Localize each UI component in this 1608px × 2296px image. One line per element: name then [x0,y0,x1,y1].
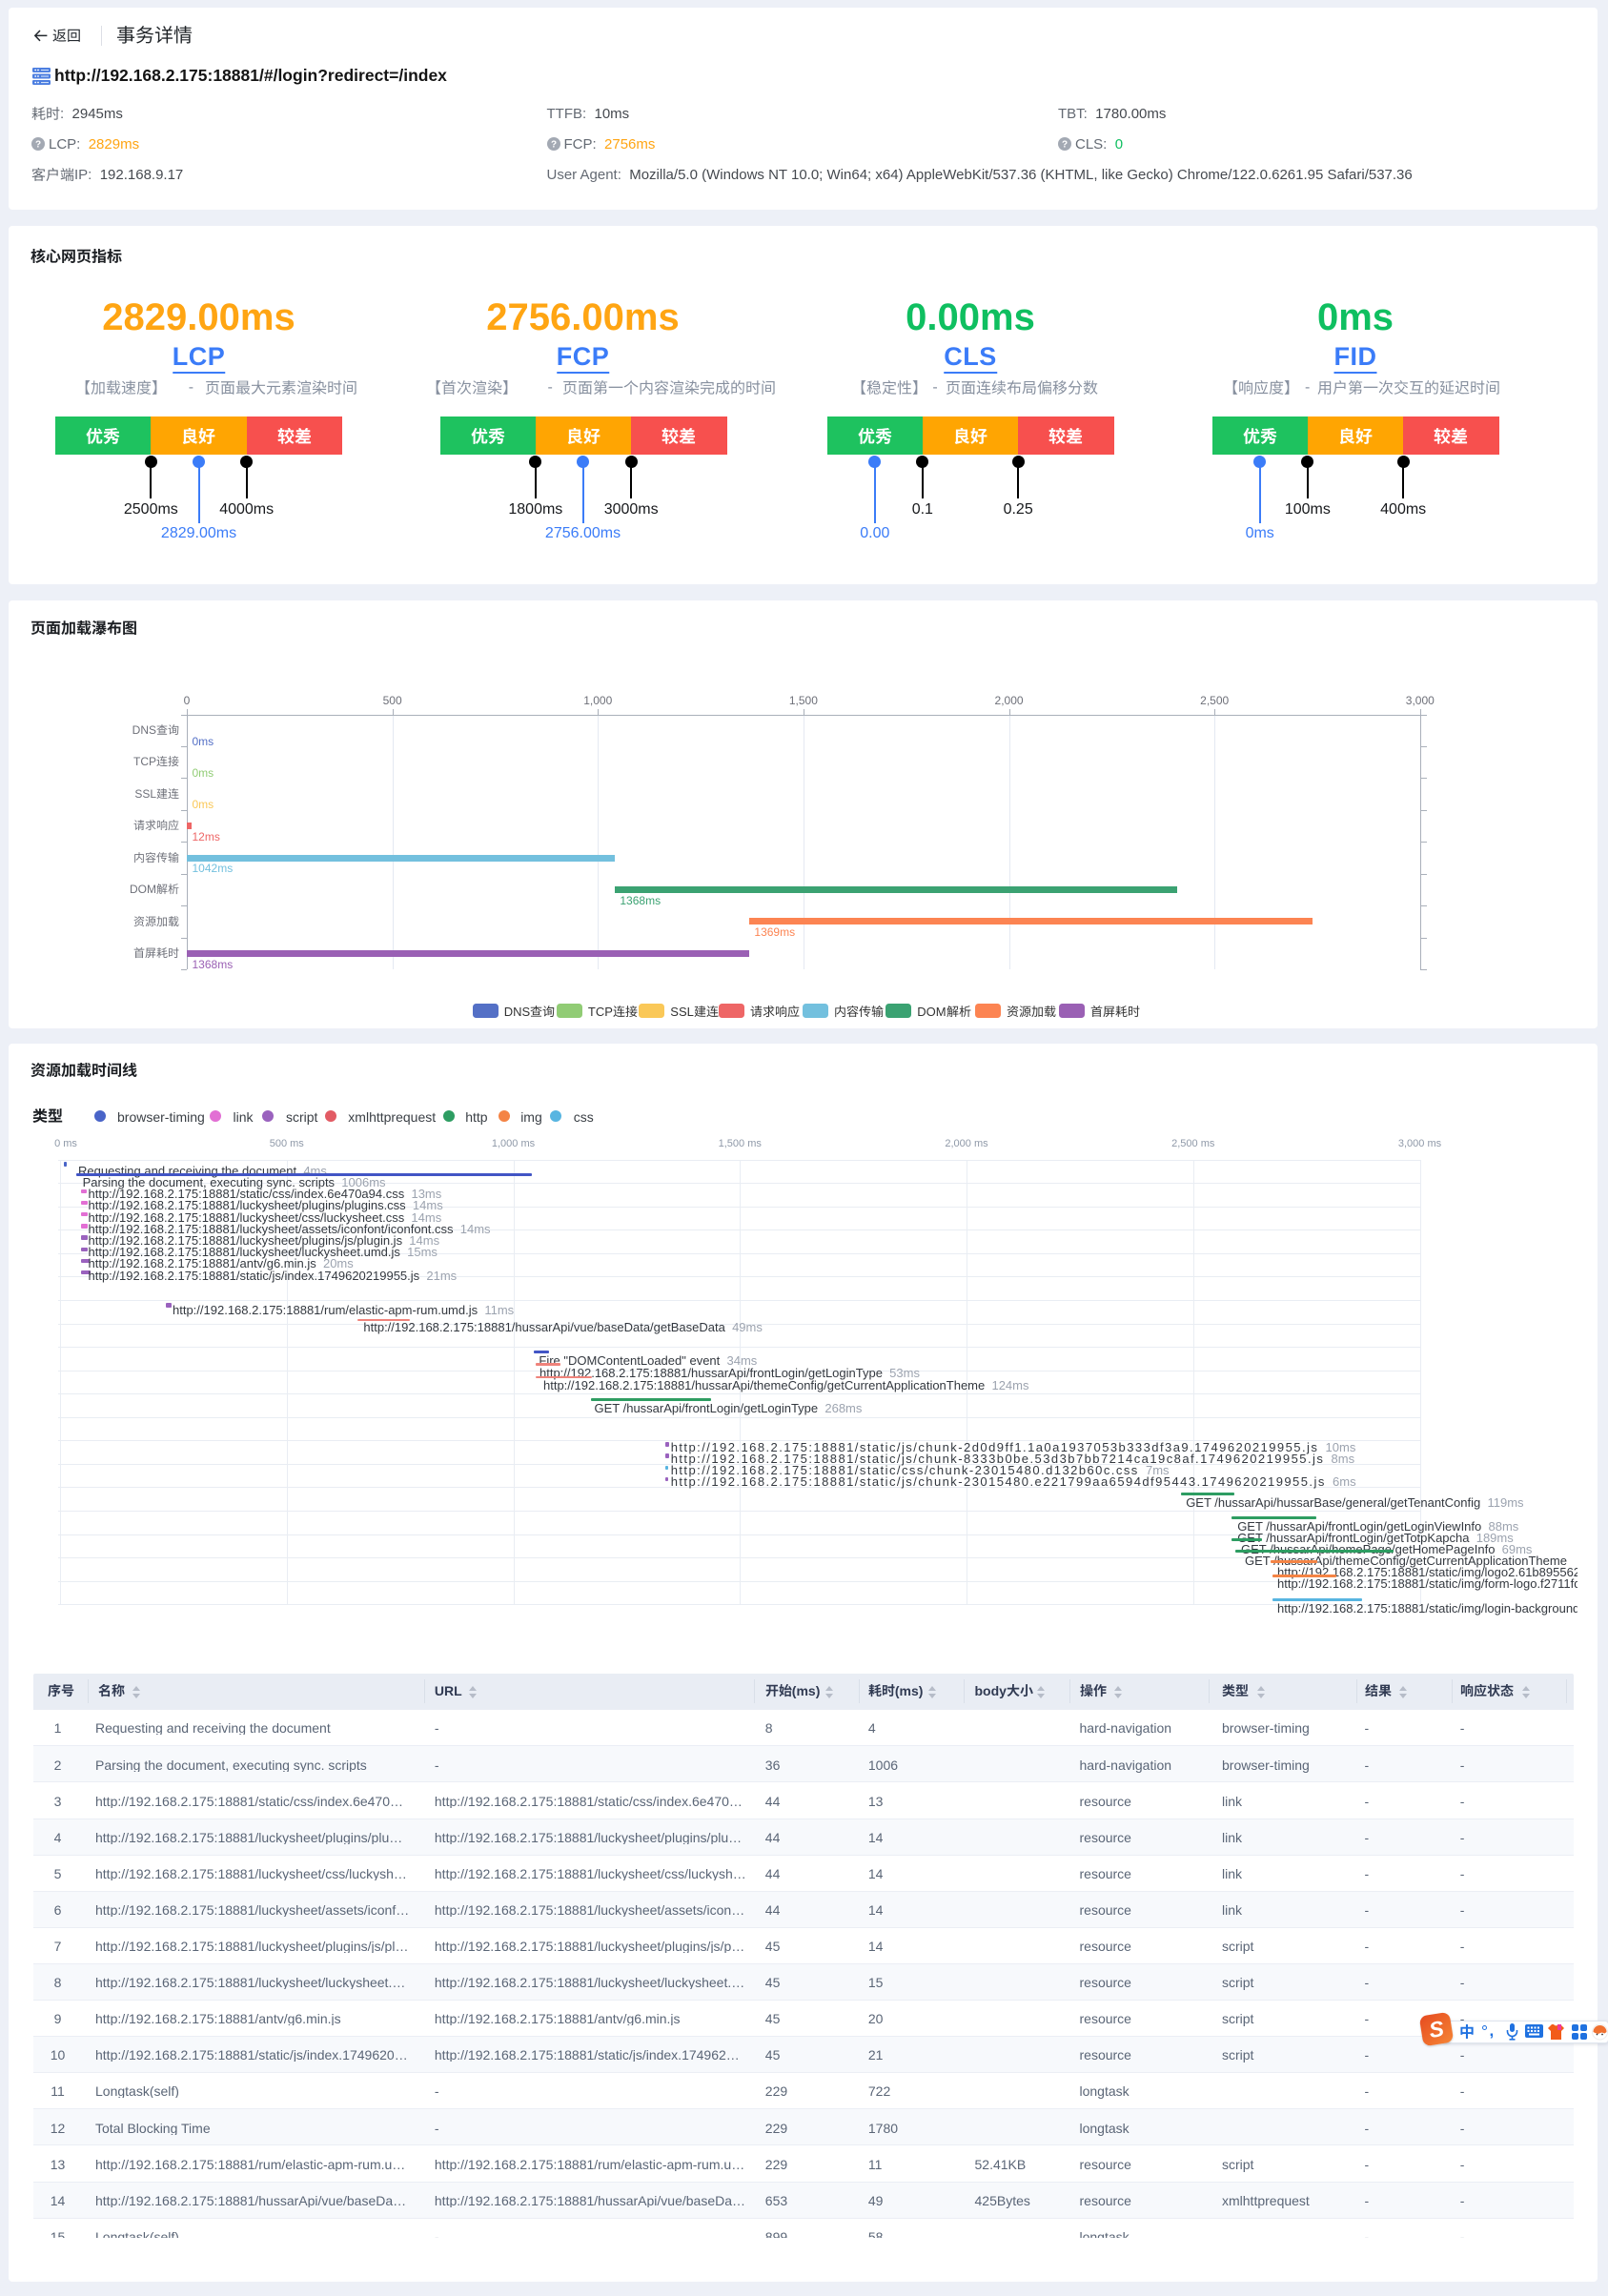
svg-text:?: ? [35,139,41,150]
svg-text:?: ? [550,139,556,150]
svg-text:?: ? [1062,139,1068,150]
